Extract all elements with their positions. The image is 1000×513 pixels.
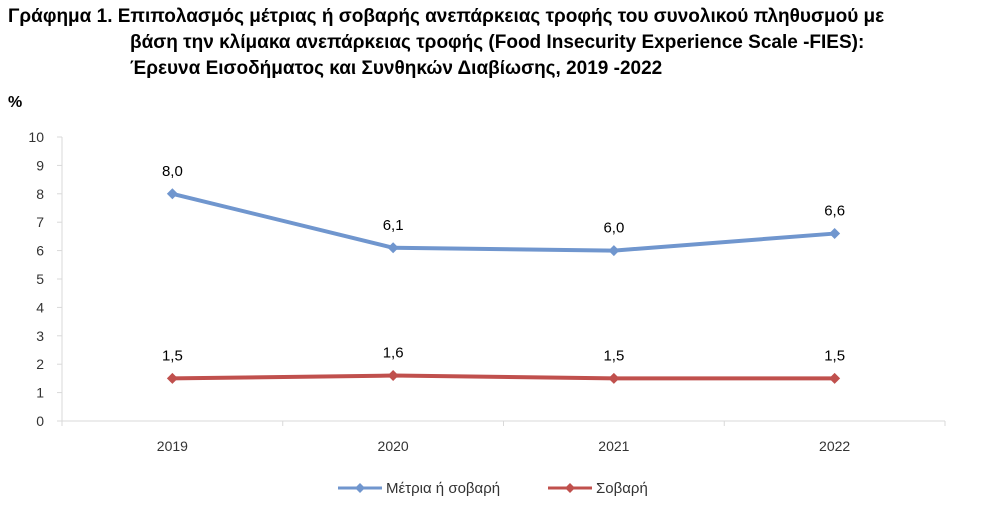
data-point-marker: [166, 188, 178, 200]
y-tick-label: 2: [36, 356, 44, 372]
data-label: 6,0: [603, 220, 624, 237]
data-point-marker: [608, 372, 620, 384]
data-label: 1,5: [162, 347, 183, 364]
y-tick-label: 0: [36, 413, 44, 429]
legend-item-label: Σοβαρή: [596, 480, 648, 497]
x-tick-label: 2019: [157, 438, 188, 454]
data-point-marker: [166, 372, 178, 384]
x-tick-label: 2020: [378, 438, 409, 454]
data-point-marker: [829, 228, 841, 240]
legend-swatch-marker: [355, 483, 365, 493]
legend-item-label: Μέτρια ή σοβαρή: [386, 480, 500, 497]
series-line-2: [170, 373, 837, 381]
data-point-marker: [829, 372, 841, 384]
data-label: 1,6: [383, 345, 404, 362]
data-label: 1,5: [824, 347, 845, 364]
chart-title-line-1: Γράφημα 1. Επιπολασμός μέτριας ή σοβαρής…: [8, 6, 885, 27]
data-point-marker: [608, 245, 620, 257]
data-point-marker: [387, 242, 399, 254]
y-tick-label: 6: [36, 243, 44, 259]
data-label: 6,1: [383, 217, 404, 234]
y-tick-label: 10: [28, 129, 44, 145]
y-tick-label: 8: [36, 186, 44, 202]
data-label: 8,0: [162, 163, 183, 180]
x-tick-label: 2021: [598, 438, 629, 454]
y-tick-label: 1: [36, 385, 44, 401]
chart-title-line-2: βάση την κλίμακα ανεπάρκειας τροφής (Foo…: [130, 32, 865, 53]
chart-title-line-3: Έρευνα Εισοδήματος και Συνθηκών Διαβίωση…: [130, 58, 663, 79]
x-tick-label: 2022: [819, 438, 850, 454]
data-point-marker: [387, 370, 399, 382]
y-tick-label: 4: [36, 299, 44, 315]
legend-swatch-marker: [565, 483, 575, 493]
y-axis-unit-label: %: [8, 94, 22, 111]
data-label: 6,6: [824, 203, 845, 220]
y-tick-label: 3: [36, 328, 44, 344]
series-line-1: [170, 191, 837, 253]
y-tick-label: 5: [36, 271, 44, 287]
y-tick-label: 9: [36, 157, 44, 173]
data-label: 1,5: [603, 347, 624, 364]
y-tick-label: 7: [36, 214, 44, 230]
